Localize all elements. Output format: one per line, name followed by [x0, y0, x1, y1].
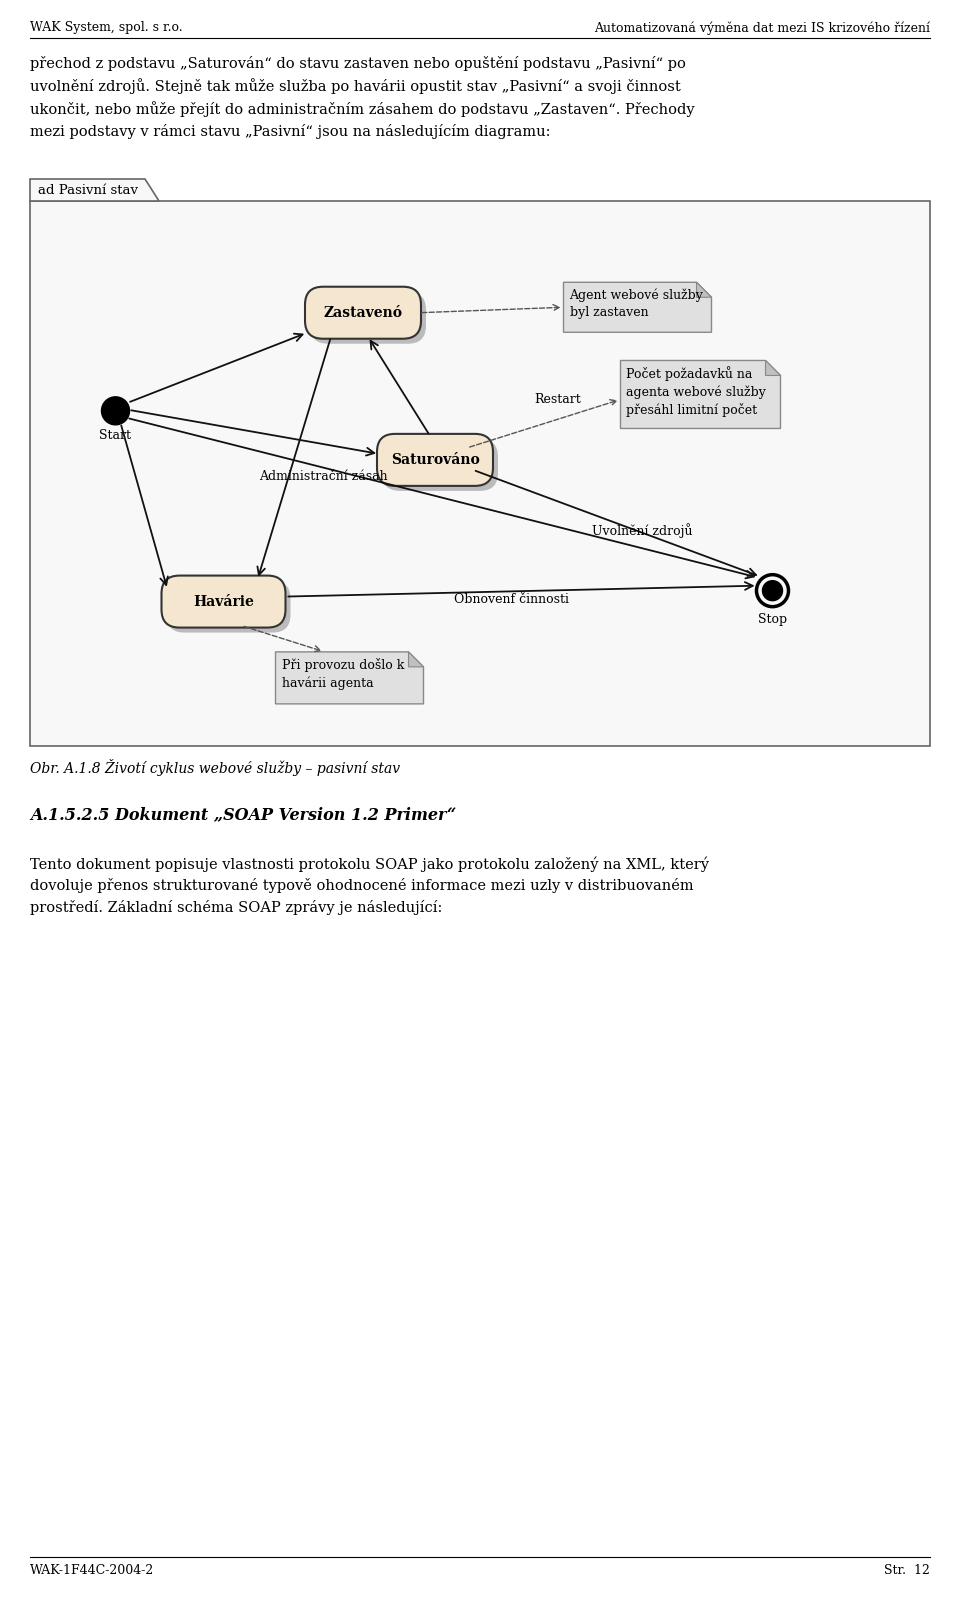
Text: Při provozu došlo k
havárii agenta: Při provozu došlo k havárii agenta [281, 658, 404, 690]
Text: Automatizovaná výměna dat mezi IS krizového řízení: Automatizovaná výměna dat mezi IS krizov… [594, 21, 930, 35]
Text: Stop: Stop [758, 613, 787, 626]
FancyBboxPatch shape [310, 291, 426, 344]
FancyBboxPatch shape [161, 576, 285, 628]
FancyBboxPatch shape [305, 287, 421, 339]
Text: Str.  12: Str. 12 [884, 1564, 930, 1577]
Polygon shape [276, 652, 423, 704]
Text: Tento dokument popisuje vlastnosti protokolu SOAP jako protokolu založený na XML: Tento dokument popisuje vlastnosti proto… [30, 857, 709, 914]
Text: Obnovenf činnosti: Obnovenf činnosti [454, 594, 569, 607]
Text: A.1.5.2.5 Dokument „SOAP Version 1.2 Primer“: A.1.5.2.5 Dokument „SOAP Version 1.2 Pri… [30, 805, 456, 823]
Polygon shape [697, 282, 711, 298]
Text: Zastavenó: Zastavenó [324, 306, 402, 320]
Text: WAK-1F44C-2004-2: WAK-1F44C-2004-2 [30, 1564, 155, 1577]
Text: ad Pasivní stav: ad Pasivní stav [38, 184, 138, 197]
Text: Počet požadavků na
agenta webové služby
přesáhl limitní počet: Počet požadavků na agenta webové služby … [627, 367, 766, 418]
FancyBboxPatch shape [377, 434, 493, 485]
Polygon shape [409, 652, 423, 668]
Polygon shape [620, 360, 780, 429]
Circle shape [102, 397, 130, 424]
Text: Agent webové služby
byl zastaven: Agent webové služby byl zastaven [569, 288, 704, 319]
Text: Restart: Restart [534, 394, 581, 407]
Polygon shape [564, 282, 711, 333]
Text: Saturováno: Saturováno [391, 453, 479, 467]
Polygon shape [765, 360, 780, 376]
Text: Obr. A.1.8 Životí cyklus webové služby – pasivní stav: Obr. A.1.8 Životí cyklus webové služby –… [30, 759, 400, 776]
Text: přechod z podstavu „Saturován“ do stavu zastaven nebo opuštění podstavu „Pasivní: přechod z podstavu „Saturován“ do stavu … [30, 56, 695, 139]
Circle shape [762, 581, 782, 600]
Text: Uvolnění zdrojů: Uvolnění zdrojů [592, 524, 693, 538]
Polygon shape [30, 179, 159, 202]
Text: Start: Start [100, 429, 132, 442]
Text: Havárie: Havárie [193, 594, 254, 608]
FancyBboxPatch shape [382, 439, 498, 492]
Text: Administrační zásah: Administrační zásah [259, 469, 388, 484]
Text: WAK System, spol. s r.o.: WAK System, spol. s r.o. [30, 21, 182, 34]
FancyBboxPatch shape [30, 202, 930, 746]
FancyBboxPatch shape [166, 581, 291, 632]
